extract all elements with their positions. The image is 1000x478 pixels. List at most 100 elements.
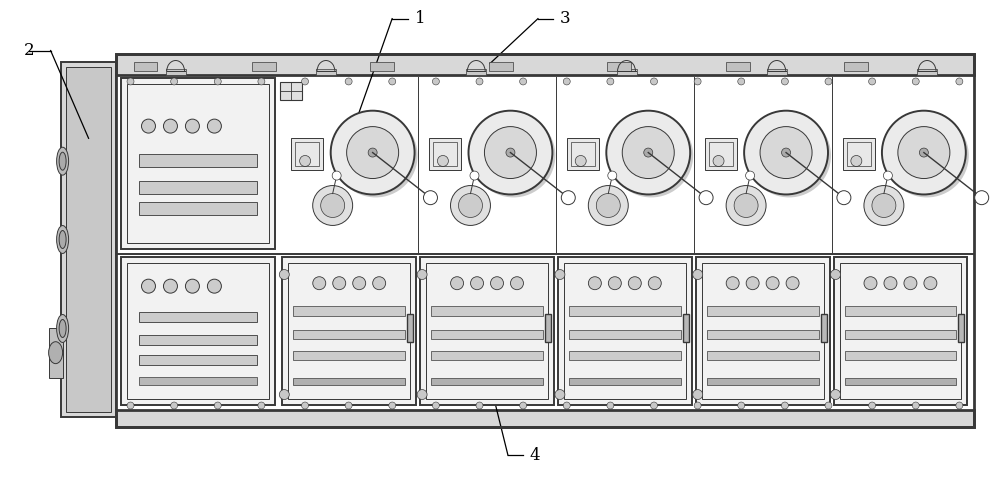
Circle shape [744, 111, 828, 195]
Bar [696, 257, 830, 404]
Circle shape [864, 277, 877, 290]
Circle shape [127, 402, 134, 409]
Circle shape [555, 270, 565, 280]
Circle shape [898, 127, 950, 178]
Circle shape [214, 78, 221, 85]
Circle shape [782, 148, 791, 157]
Circle shape [628, 277, 641, 290]
Circle shape [651, 402, 657, 409]
Circle shape [694, 402, 701, 409]
Bar [558, 257, 692, 404]
Circle shape [588, 277, 601, 290]
Circle shape [417, 270, 427, 280]
Bar [116, 410, 974, 427]
Circle shape [510, 277, 523, 290]
Circle shape [781, 402, 788, 409]
Circle shape [476, 78, 483, 85]
Bar [569, 306, 681, 316]
Ellipse shape [747, 114, 831, 197]
Circle shape [633, 155, 644, 166]
Circle shape [432, 402, 439, 409]
Bar [844, 62, 868, 72]
Circle shape [648, 277, 661, 290]
Circle shape [313, 185, 353, 226]
Circle shape [389, 402, 396, 409]
Circle shape [975, 191, 989, 205]
Circle shape [300, 155, 311, 166]
Bar [134, 62, 157, 72]
Circle shape [484, 127, 536, 178]
Circle shape [171, 78, 178, 85]
Circle shape [506, 148, 515, 157]
Bar [420, 257, 554, 404]
Circle shape [904, 277, 917, 290]
Bar [166, 69, 186, 76]
Circle shape [258, 78, 265, 85]
Text: 3: 3 [560, 10, 570, 27]
Bar [840, 262, 961, 399]
Bar [433, 141, 457, 165]
Circle shape [781, 78, 788, 85]
Circle shape [825, 78, 832, 85]
Circle shape [644, 148, 653, 157]
Circle shape [368, 148, 377, 157]
Bar [767, 69, 787, 76]
Bar [564, 262, 686, 399]
Circle shape [766, 277, 779, 290]
Bar [139, 202, 257, 215]
Circle shape [469, 111, 552, 195]
Circle shape [851, 155, 862, 166]
Bar [845, 351, 956, 360]
Bar [707, 330, 819, 339]
Circle shape [694, 78, 701, 85]
Circle shape [726, 185, 766, 226]
Circle shape [869, 78, 876, 85]
Circle shape [608, 171, 617, 180]
Ellipse shape [471, 114, 555, 197]
Circle shape [909, 155, 920, 166]
Bar [370, 62, 394, 72]
Ellipse shape [57, 315, 69, 342]
Circle shape [746, 277, 759, 290]
Bar [726, 62, 750, 72]
Circle shape [622, 127, 674, 178]
Ellipse shape [57, 226, 69, 253]
Circle shape [345, 78, 352, 85]
Circle shape [389, 78, 396, 85]
Circle shape [185, 119, 199, 133]
Circle shape [693, 270, 703, 280]
Text: 4: 4 [530, 447, 540, 464]
Bar [293, 378, 405, 385]
Ellipse shape [334, 114, 418, 197]
Bar [707, 306, 819, 316]
Circle shape [345, 402, 352, 409]
Circle shape [207, 279, 221, 293]
Circle shape [831, 390, 841, 400]
Circle shape [451, 277, 464, 290]
Circle shape [956, 402, 963, 409]
Circle shape [458, 194, 482, 217]
Circle shape [357, 155, 368, 166]
Circle shape [738, 402, 745, 409]
Circle shape [738, 78, 745, 85]
Bar [426, 262, 548, 399]
Circle shape [321, 194, 345, 217]
Bar [431, 351, 543, 360]
Circle shape [831, 270, 841, 280]
Circle shape [563, 78, 570, 85]
Circle shape [607, 402, 614, 409]
Bar [295, 141, 319, 165]
Circle shape [924, 277, 937, 290]
Circle shape [912, 78, 919, 85]
Bar [683, 315, 689, 342]
Bar [288, 262, 410, 399]
Bar [407, 315, 413, 342]
Bar [61, 62, 116, 417]
Bar [127, 85, 269, 243]
Circle shape [825, 402, 832, 409]
Circle shape [760, 127, 812, 178]
Bar [569, 378, 681, 385]
Circle shape [432, 78, 439, 85]
Circle shape [171, 402, 178, 409]
Bar [316, 69, 336, 76]
